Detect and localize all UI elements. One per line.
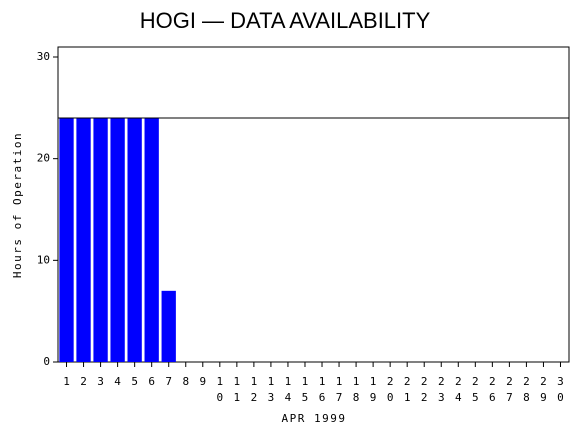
x-tick-label: 5 [131,375,138,388]
x-tick-label: 4 [114,375,121,388]
bar [110,118,125,362]
plot-frame [57,46,570,363]
bar [127,118,142,362]
x-tick-label: 2 [80,375,87,388]
bar [161,290,176,362]
y-tick-label: 30 [37,50,50,63]
x-axis-label: APR 1999 [282,412,347,425]
x-tick-label: 3 [97,375,104,388]
y-tick-label: 0 [43,355,50,368]
x-tick-label: 8 [182,375,189,388]
chart-title: HOGI — DATA AVAILABILITY [140,8,431,33]
bar [93,118,108,362]
x-tick-label: 1 [63,375,70,388]
x-tick-label: 6 [148,375,155,388]
bar [76,118,91,362]
x-tick-label: 7 [165,375,172,388]
bar [59,118,74,362]
y-tick-label: 10 [37,253,50,266]
x-tick-label: 9 [199,375,206,388]
y-axis-label: Hours of Operation [11,132,24,278]
y-tick-label: 20 [37,152,50,165]
bar [144,118,159,362]
